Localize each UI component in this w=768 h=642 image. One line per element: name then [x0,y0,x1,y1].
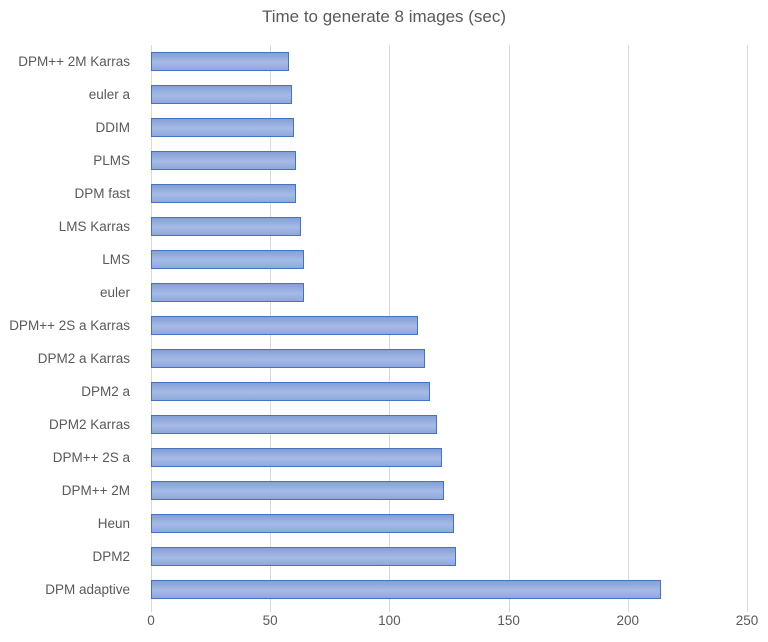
category-label: DPM++ 2S a [52,450,130,465]
bar [151,283,304,302]
bar-row [151,375,747,408]
bar-row [151,474,747,507]
bar [151,547,457,566]
category-label: DPM++ 2M Karras [18,54,130,69]
x-axis-tick-label: 250 [735,613,759,628]
bar [151,184,297,203]
bar [151,118,295,137]
bar-row [151,342,747,375]
category-axis: DPM++ 2M Karras euler a DDIM PLMS DPM fast LM… [0,45,141,606]
gridline [627,45,629,612]
category-label: DPM++ 2M [61,483,130,498]
bar [151,151,297,170]
bar-row [151,309,747,342]
category-label: DPM2 Karras [48,417,130,432]
bar-row [151,45,747,78]
category-label: DPM adaptive [45,582,130,597]
category-label: euler a [88,87,130,102]
bar-row [151,276,747,309]
x-axis: 0 50 100 150 200 250 [147,613,758,635]
category-label: DPM2 a Karras [37,351,130,366]
bar-row [151,111,747,144]
bar [151,349,426,368]
category-label: Heun [97,516,130,531]
x-axis-tick-label: 150 [497,613,520,628]
category-label: DPM2 a [81,384,130,399]
bars-container [151,45,747,606]
bar [151,250,304,269]
bar [151,85,292,104]
gridline [747,45,748,612]
category-label: euler [99,285,130,300]
bar [151,382,430,401]
bar [151,415,438,434]
bar-row [151,144,747,177]
bar-row [151,540,747,573]
bar-row [151,177,747,210]
gridline [508,45,510,612]
x-axis-tick-label: 100 [378,613,401,628]
bar-row [151,243,747,276]
bar-row [151,78,747,111]
bar [151,514,454,533]
x-axis-tick-label: 200 [616,613,640,628]
bar [151,448,442,467]
bar-row [151,441,747,474]
bar [151,481,445,500]
chart-title: Time to generate 8 images (sec) [261,7,507,26]
bar-row [151,573,747,606]
plot-area [151,45,748,612]
bar [151,316,418,335]
bar [151,580,662,599]
category-label: LMS [102,252,130,267]
category-label: DDIM [95,120,131,135]
x-axis-tick-label: 0 [147,613,155,628]
category-label: LMS Karras [58,219,130,234]
bar [151,217,302,236]
bar [151,52,290,71]
category-label: DPM++ 2S a Karras [9,318,130,333]
category-label: PLMS [93,153,130,168]
bar-row [151,408,747,441]
x-axis-tick-label: 50 [262,613,278,628]
bar-row [151,507,747,540]
category-label: DPM2 [92,549,130,564]
category-label: DPM fast [74,186,130,201]
bar-row [151,210,747,243]
